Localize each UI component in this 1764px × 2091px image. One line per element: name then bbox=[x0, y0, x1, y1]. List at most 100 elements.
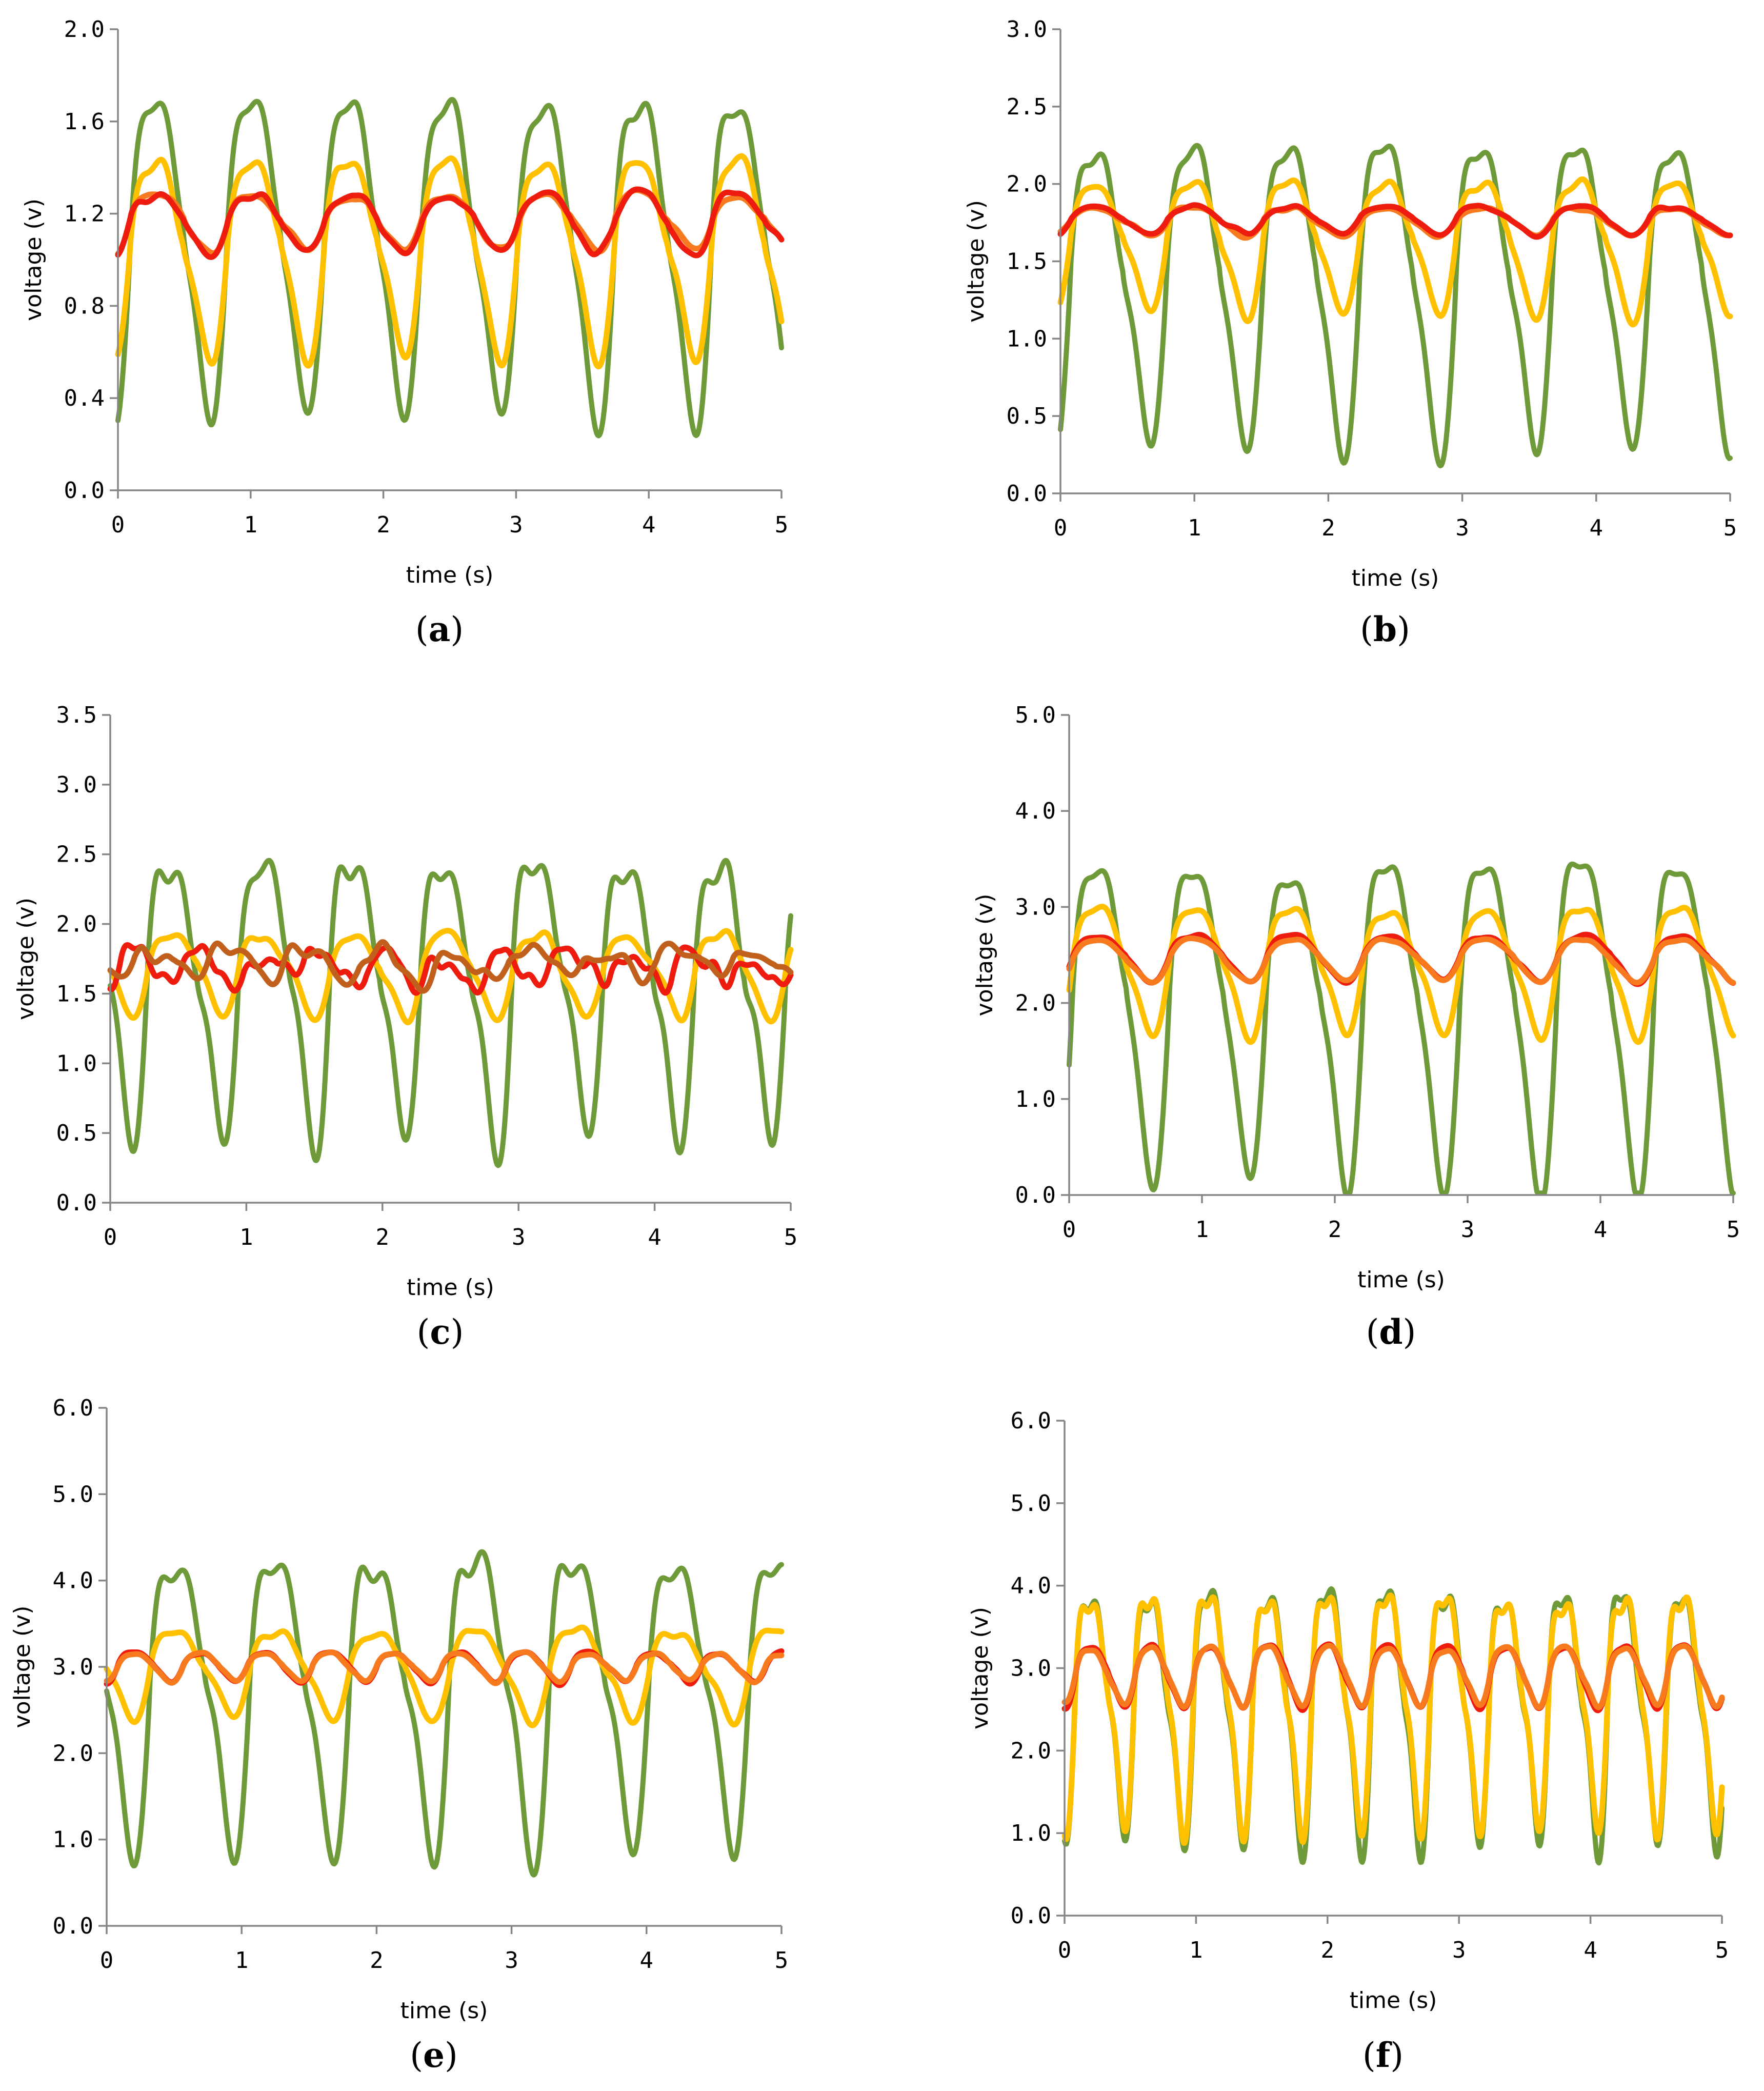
series-line-c-yellow bbox=[107, 928, 794, 1025]
x-tick-label-a: 4 bbox=[642, 512, 656, 538]
x-tick-label-f: 3 bbox=[1452, 1937, 1466, 1963]
x-tick-label-f: 0 bbox=[1058, 1937, 1072, 1963]
series-line-e-orange bbox=[104, 1649, 785, 1686]
panel-caption-d: (d) bbox=[1366, 1312, 1416, 1352]
y-tick-label-e: 6.0 bbox=[53, 1395, 93, 1421]
y-tick-label-f: 1.0 bbox=[1011, 1820, 1051, 1846]
x-tick-label-a: 5 bbox=[775, 512, 789, 538]
y-axis-title-d: voltage (v) bbox=[972, 894, 998, 1017]
x-tick-label-e: 3 bbox=[505, 1947, 518, 1974]
x-tick-label-f: 5 bbox=[1715, 1937, 1729, 1963]
y-tick-label-e: 2.0 bbox=[53, 1740, 93, 1766]
y-tick-label-c: 1.5 bbox=[56, 981, 97, 1007]
caption-paren-open: ( bbox=[415, 610, 429, 649]
x-tick-label-b: 2 bbox=[1321, 515, 1335, 541]
y-tick-label-b: 3.0 bbox=[1007, 16, 1047, 43]
caption-paren-open: ( bbox=[410, 2036, 423, 2075]
x-tick-label-e: 1 bbox=[235, 1947, 249, 1974]
caption-paren-close: ) bbox=[1403, 1312, 1416, 1352]
y-tick-label-e: 4.0 bbox=[53, 1568, 93, 1594]
caption-paren-close: ) bbox=[450, 610, 464, 649]
y-tick-label-c: 1.0 bbox=[56, 1050, 97, 1077]
x-tick-label-b: 4 bbox=[1590, 515, 1603, 541]
x-tick-label-b: 0 bbox=[1054, 515, 1068, 541]
y-tick-label-b: 0.5 bbox=[1007, 403, 1047, 429]
y-tick-label-a: 1.2 bbox=[64, 201, 105, 227]
y-tick-label-c: 2.5 bbox=[56, 842, 97, 868]
y-tick-label-b: 1.0 bbox=[1007, 326, 1047, 352]
caption-paren-close: ) bbox=[1397, 610, 1410, 649]
y-tick-label-c: 0.0 bbox=[56, 1190, 97, 1216]
x-tick-label-c: 5 bbox=[784, 1224, 798, 1250]
series-line-c-red bbox=[107, 942, 794, 996]
y-tick-label-c: 3.0 bbox=[56, 772, 97, 798]
y-tick-label-a: 0.4 bbox=[64, 385, 105, 411]
y-tick-label-d: 5.0 bbox=[1015, 702, 1056, 728]
y-tick-label-b: 2.0 bbox=[1007, 171, 1047, 197]
x-tick-label-d: 0 bbox=[1063, 1217, 1076, 1243]
caption-paren-open: ( bbox=[417, 1312, 430, 1352]
y-tick-label-b: 1.5 bbox=[1007, 249, 1047, 275]
x-tick-label-c: 0 bbox=[104, 1224, 117, 1250]
series-line-d-orange bbox=[1066, 935, 1736, 986]
chart-panel-f: 0.0 1.0 2.0 3.0 4.0 5.0 6.0 0 1 2 3 4 5 time (s) volta… bbox=[967, 1408, 1729, 2075]
x-tick-label-c: 3 bbox=[512, 1224, 526, 1250]
y-tick-label-a: 2.0 bbox=[64, 16, 105, 43]
series-line-d-green bbox=[1067, 861, 1736, 1196]
chart-panel-e: 0.0 1.0 2.0 3.0 4.0 5.0 6.0 0 1 2 3 4 5 time (s) volta… bbox=[9, 1395, 788, 2075]
x-tick-label-b: 1 bbox=[1188, 515, 1201, 541]
caption-paren-close: ) bbox=[451, 1312, 464, 1352]
x-tick-label-f: 4 bbox=[1583, 1937, 1597, 1963]
series-line-f-green bbox=[1062, 1586, 1725, 1866]
x-tick-label-d: 4 bbox=[1594, 1217, 1608, 1243]
y-axis-title-a: voltage (v) bbox=[21, 198, 47, 321]
chart-panel-a: 0.0 0.4 0.8 1.2 1.6 2.0 0 1 2 3 4 5 time (s) voltage … bbox=[21, 16, 788, 649]
x-tick-label-e: 5 bbox=[775, 1947, 789, 1974]
y-tick-label-f: 6.0 bbox=[1011, 1408, 1051, 1434]
series-line-a-red bbox=[115, 186, 785, 260]
series-line-f-orange bbox=[1061, 1643, 1725, 1711]
caption-paren-close: ) bbox=[1390, 2036, 1404, 2075]
caption-paren-open: ( bbox=[1366, 1312, 1379, 1352]
y-tick-label-f: 0.0 bbox=[1011, 1903, 1051, 1929]
chart-panel-c: 0.0 0.5 1.0 1.5 2.0 2.5 3.0 3.5 0 1 2 3 4 5 time (s) vo… bbox=[13, 702, 797, 1352]
x-tick-label-b: 3 bbox=[1455, 515, 1469, 541]
y-tick-label-e: 0.0 bbox=[53, 1913, 93, 1939]
chart-panel-b: 0.0 0.5 1.0 1.5 2.0 2.5 3.0 0 1 2 3 4 5 time (s) volta… bbox=[963, 16, 1737, 649]
series-line-f-yellow bbox=[1061, 1592, 1725, 1846]
x-tick-label-c: 4 bbox=[648, 1224, 662, 1250]
caption-paren-open: ( bbox=[1362, 2036, 1376, 2075]
x-axis-title-b: time (s) bbox=[1352, 565, 1439, 591]
series-line-c-green bbox=[108, 858, 793, 1168]
series-line-b-red bbox=[1057, 202, 1733, 240]
y-tick-label-f: 4.0 bbox=[1011, 1573, 1051, 1599]
x-tick-label-d: 1 bbox=[1195, 1217, 1209, 1243]
x-tick-label-a: 3 bbox=[509, 512, 523, 538]
y-tick-label-e: 3.0 bbox=[53, 1654, 93, 1680]
y-tick-label-e: 5.0 bbox=[53, 1481, 93, 1507]
x-tick-label-e: 4 bbox=[640, 1947, 654, 1974]
panels-group: 0.0 0.4 0.8 1.2 1.6 2.0 0 1 2 3 4 5 time (s) voltage … bbox=[9, 16, 1740, 2075]
y-tick-label-a: 0.8 bbox=[64, 293, 105, 319]
y-tick-label-b: 2.5 bbox=[1007, 94, 1047, 120]
y-tick-label-d: 2.0 bbox=[1015, 990, 1056, 1017]
caption-paren-close: ) bbox=[445, 2036, 458, 2075]
x-axis-title-a: time (s) bbox=[406, 562, 494, 588]
x-tick-label-e: 2 bbox=[370, 1947, 384, 1974]
panel-caption-b: (b) bbox=[1360, 609, 1410, 649]
y-tick-label-c: 2.0 bbox=[56, 911, 97, 938]
caption-paren-open: ( bbox=[1360, 610, 1373, 649]
x-tick-label-d: 3 bbox=[1461, 1217, 1475, 1243]
panel-caption-e: (e) bbox=[410, 2035, 458, 2075]
series-line-e-green bbox=[104, 1549, 784, 1878]
x-tick-label-f: 1 bbox=[1189, 1937, 1203, 1963]
caption-letter: d bbox=[1379, 1312, 1402, 1352]
y-tick-label-c: 0.5 bbox=[56, 1120, 97, 1146]
y-tick-label-c: 3.5 bbox=[56, 702, 97, 728]
panel-caption-f: (f) bbox=[1362, 2035, 1404, 2075]
x-tick-label-d: 5 bbox=[1727, 1217, 1740, 1243]
x-tick-label-d: 2 bbox=[1328, 1217, 1342, 1243]
y-tick-label-a: 1.6 bbox=[64, 109, 105, 135]
y-tick-label-d: 3.0 bbox=[1015, 894, 1056, 920]
